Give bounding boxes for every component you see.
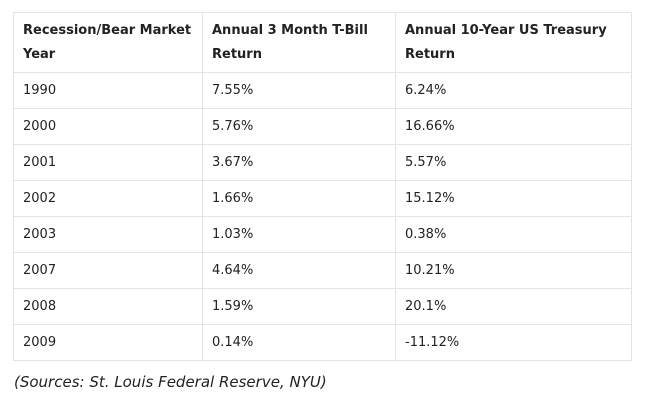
cell-treasury-return: 6.24% [395, 72, 632, 109]
returns-table: Recession/Bear Market Year Annual 3 Mont… [13, 12, 632, 361]
cell-year: 2008 [13, 288, 203, 325]
cell-year: 2000 [13, 108, 203, 145]
cell-treasury-return: 5.57% [395, 144, 632, 181]
source-note: (Sources: St. Louis Federal Reserve, NYU… [14, 373, 327, 391]
table-header-row: Recession/Bear Market Year Annual 3 Mont… [13, 12, 632, 73]
table-row: 2007 4.64% 10.21% [13, 252, 632, 289]
table-row: 2002 1.66% 15.12% [13, 180, 632, 217]
cell-tbill-return: 0.14% [202, 324, 396, 361]
cell-tbill-return: 4.64% [202, 252, 396, 289]
cell-treasury-return: 16.66% [395, 108, 632, 145]
cell-tbill-return: 1.59% [202, 288, 396, 325]
cell-tbill-return: 1.03% [202, 216, 396, 253]
cell-tbill-return: 3.67% [202, 144, 396, 181]
table-row: 2001 3.67% 5.57% [13, 144, 632, 181]
cell-treasury-return: 15.12% [395, 180, 632, 217]
cell-year: 2003 [13, 216, 203, 253]
table-row: 2009 0.14% -11.12% [13, 324, 632, 361]
table-row: 2003 1.03% 0.38% [13, 216, 632, 253]
cell-year: 2001 [13, 144, 203, 181]
cell-tbill-return: 7.55% [202, 72, 396, 109]
cell-year: 2009 [13, 324, 203, 361]
cell-treasury-return: 0.38% [395, 216, 632, 253]
cell-treasury-return: 10.21% [395, 252, 632, 289]
cell-year: 2002 [13, 180, 203, 217]
header-tbill-return: Annual 3 Month T-Bill Return [202, 12, 396, 73]
cell-treasury-return: -11.12% [395, 324, 632, 361]
table-row: 2000 5.76% 16.66% [13, 108, 632, 145]
cell-year: 1990 [13, 72, 203, 109]
header-year: Recession/Bear Market Year [13, 12, 203, 73]
cell-tbill-return: 5.76% [202, 108, 396, 145]
table-row: 2008 1.59% 20.1% [13, 288, 632, 325]
header-treasury-return: Annual 10-Year US Treasury Return [395, 12, 632, 73]
cell-year: 2007 [13, 252, 203, 289]
table-row: 1990 7.55% 6.24% [13, 72, 632, 109]
cell-tbill-return: 1.66% [202, 180, 396, 217]
returns-table-container: Recession/Bear Market Year Annual 3 Mont… [13, 12, 632, 361]
cell-treasury-return: 20.1% [395, 288, 632, 325]
